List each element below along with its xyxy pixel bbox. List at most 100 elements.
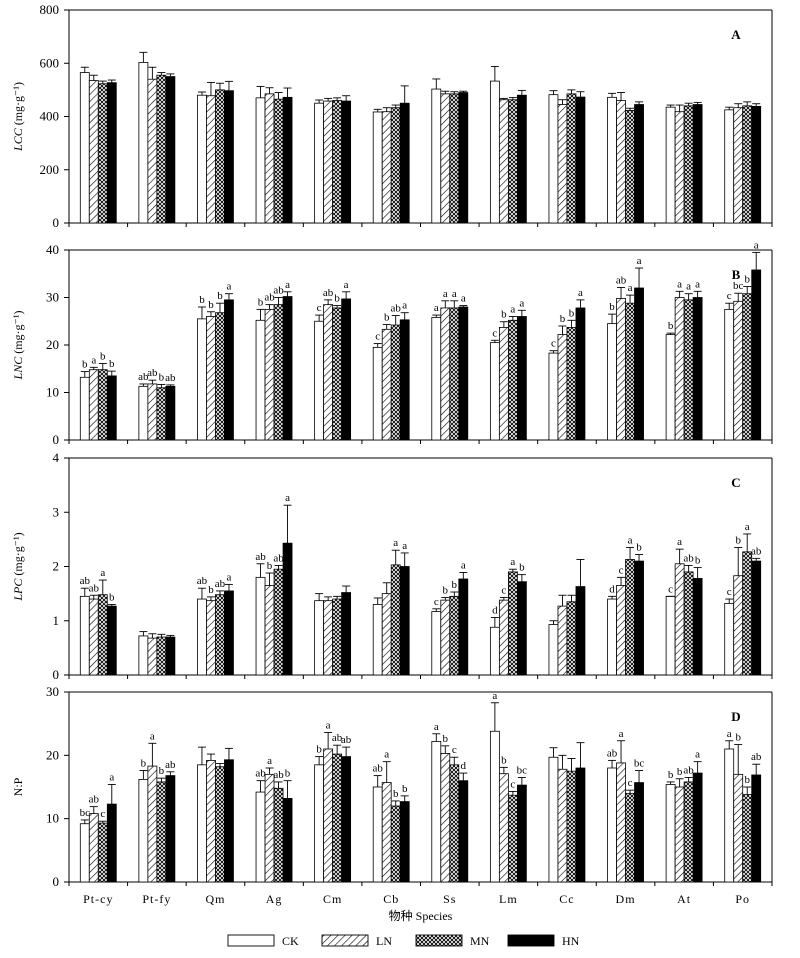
bar-HN	[165, 775, 176, 883]
significance-label: a	[677, 536, 682, 548]
bar-LN	[323, 304, 334, 441]
significance-label: bc	[733, 280, 744, 292]
significance-label: ab	[273, 769, 284, 781]
bar-LN	[498, 599, 509, 676]
significance-label: a	[745, 521, 750, 533]
bar-LN	[733, 107, 744, 224]
significance-label: a	[510, 556, 515, 568]
significance-label: b	[316, 744, 322, 756]
bar-HN	[634, 560, 644, 676]
bar-CK	[79, 595, 90, 676]
category-label: Po	[735, 892, 750, 906]
significance-label: b	[735, 732, 741, 744]
bar-MN	[156, 74, 167, 224]
bar-MN	[566, 601, 577, 676]
bar-MN	[566, 327, 577, 441]
significance-label: b	[744, 774, 750, 786]
y-tick-label: 10	[46, 811, 59, 826]
bar-HN	[106, 605, 117, 676]
bar-LN	[674, 111, 685, 224]
bar-LN	[733, 773, 744, 883]
significance-label: a	[578, 287, 583, 299]
bar-CK	[255, 791, 266, 883]
bar-CK	[138, 779, 149, 883]
significance-label: b	[82, 359, 88, 371]
category-label: At	[677, 892, 691, 906]
significance-label: b	[569, 307, 575, 319]
bar-CK	[724, 308, 735, 441]
significance-label: b	[609, 301, 615, 313]
bar-LN	[616, 298, 626, 441]
legend-swatch	[321, 934, 369, 947]
significance-label: ab	[341, 734, 352, 746]
significance-label: b	[267, 560, 273, 572]
bar-HN	[634, 287, 644, 441]
y-axis-label: LCC(mg·g⁻¹)	[11, 82, 25, 152]
bar-LN	[88, 598, 99, 676]
y-tick-label: 40	[46, 242, 59, 257]
significance-label: bc	[80, 807, 91, 819]
significance-label: d	[461, 760, 467, 772]
bar-CK	[197, 598, 207, 676]
significance-label: b	[109, 591, 115, 603]
significance-label: a	[637, 255, 642, 267]
significance-label: b	[217, 290, 223, 302]
bar-LN	[674, 786, 685, 883]
bar-HN	[224, 590, 234, 676]
category-label: Ss	[443, 892, 456, 906]
bar-HN	[224, 90, 234, 224]
significance-label: a	[461, 559, 466, 571]
bar-HN	[692, 772, 703, 883]
significance-label: ab	[147, 367, 158, 379]
bar-CK	[255, 97, 266, 224]
bar-HN	[692, 297, 703, 441]
bar-MN	[507, 319, 518, 441]
bar-LN	[674, 563, 685, 676]
significance-label: a	[109, 771, 114, 783]
bar-CK	[79, 72, 90, 224]
significance-label: ab	[751, 751, 762, 763]
significance-label: a	[695, 749, 700, 761]
legend-swatch	[507, 934, 555, 947]
significance-label: ab	[80, 575, 91, 587]
y-tick-label: 400	[40, 109, 60, 124]
bar-LN	[440, 753, 451, 883]
bar-MN	[273, 98, 284, 224]
significance-label: c	[727, 290, 732, 302]
bar-CK	[138, 635, 149, 676]
bar-CK	[665, 595, 676, 676]
significance-label: ab	[89, 794, 100, 806]
bar-CK	[489, 80, 500, 224]
significance-label: b	[208, 584, 214, 596]
significance-label: ab	[138, 371, 149, 383]
legend-item-CK: CK	[227, 934, 299, 948]
significance-label: b	[636, 542, 642, 554]
significance-label: a	[227, 571, 232, 583]
bar-HN	[575, 767, 586, 883]
legend-label: LN	[376, 934, 392, 948]
x-axis-title: 物种 Species	[389, 909, 453, 923]
bar-CK	[255, 319, 266, 441]
significance-label: b	[560, 313, 566, 325]
bar-MN	[742, 794, 753, 883]
bar-MN	[449, 595, 460, 676]
bar-LN	[498, 773, 509, 883]
bar-HN	[751, 560, 762, 676]
significance-label: b	[109, 358, 115, 370]
bar-LN	[381, 782, 392, 883]
bar-CK	[548, 94, 559, 224]
bar-CK	[197, 94, 207, 224]
panel-label: B	[732, 267, 741, 282]
bar-HN	[399, 801, 410, 883]
significance-label: ab	[264, 292, 275, 304]
bar-LN	[323, 600, 334, 676]
bar-MN	[273, 304, 284, 441]
bar-HN	[634, 104, 644, 224]
bar-MN	[390, 564, 401, 676]
bar-CK	[79, 376, 90, 441]
significance-label: b	[501, 754, 507, 766]
bar-CK	[255, 576, 266, 676]
bar-MN	[683, 299, 694, 441]
y-tick-label: 20	[46, 337, 59, 352]
significance-label: d	[609, 583, 615, 595]
